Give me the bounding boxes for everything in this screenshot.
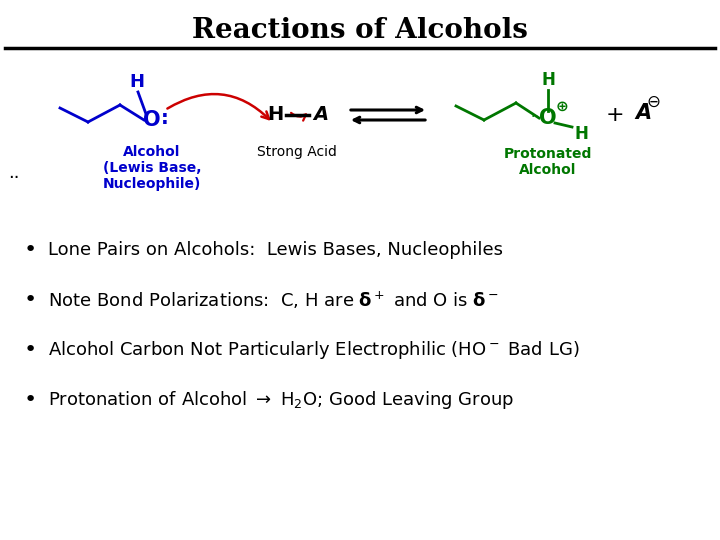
Text: A: A bbox=[313, 105, 328, 124]
Text: Protonated
Alcohol: Protonated Alcohol bbox=[504, 147, 592, 177]
Text: Lone Pairs on Alcohols:  Lewis Bases, Nucleophiles: Lone Pairs on Alcohols: Lewis Bases, Nuc… bbox=[48, 241, 503, 259]
Text: Protonation of Alcohol $\rightarrow$ H$_2$O; Good Leaving Group: Protonation of Alcohol $\rightarrow$ H$_… bbox=[48, 389, 514, 411]
Text: A: A bbox=[635, 103, 651, 123]
Text: •: • bbox=[23, 390, 37, 410]
Text: H: H bbox=[267, 105, 283, 124]
Text: Note Bond Polarizations:  C, H are $\mathbf{\delta}^+$ and O is $\mathbf{\delta}: Note Bond Polarizations: C, H are $\math… bbox=[48, 289, 499, 310]
Text: H: H bbox=[574, 125, 588, 143]
Text: ⊕: ⊕ bbox=[556, 98, 568, 113]
Text: H: H bbox=[130, 73, 145, 91]
Text: ··: ·· bbox=[531, 110, 539, 124]
Text: +: + bbox=[606, 105, 624, 125]
Text: ··: ·· bbox=[8, 169, 19, 187]
Text: Reactions of Alcohols: Reactions of Alcohols bbox=[192, 17, 528, 44]
Text: :: : bbox=[161, 110, 169, 129]
Text: Strong Acid: Strong Acid bbox=[257, 145, 337, 159]
Text: ⊖: ⊖ bbox=[646, 93, 660, 111]
Text: Alcohol Carbon Not Particularly Electrophilic (HO$^-$ Bad LG): Alcohol Carbon Not Particularly Electrop… bbox=[48, 339, 580, 361]
Text: H: H bbox=[541, 71, 555, 89]
Text: •: • bbox=[23, 340, 37, 360]
Text: •: • bbox=[23, 240, 37, 260]
FancyArrowPatch shape bbox=[167, 94, 269, 119]
Text: O: O bbox=[143, 110, 161, 130]
FancyArrowPatch shape bbox=[291, 113, 306, 120]
Text: Alcohol
(Lewis Base,
Nucleophile): Alcohol (Lewis Base, Nucleophile) bbox=[103, 145, 202, 191]
Text: O: O bbox=[539, 108, 557, 128]
Text: •: • bbox=[23, 290, 37, 310]
